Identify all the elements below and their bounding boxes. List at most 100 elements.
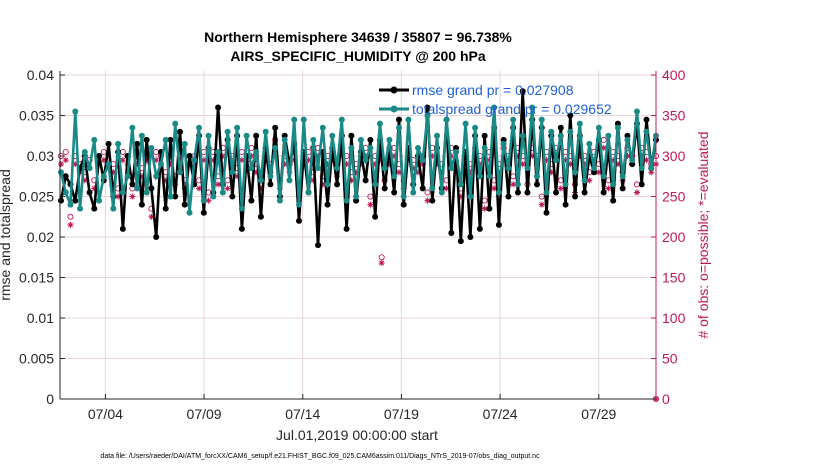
obs-evaluated-marker (219, 153, 226, 160)
totalspread-point (105, 161, 112, 168)
obs-evaluated-marker (391, 153, 398, 160)
obs-evaluated-marker (543, 157, 550, 164)
rmse-point (619, 185, 626, 192)
rmse-point (429, 197, 436, 204)
obs-evaluated-marker (281, 161, 288, 168)
rmse-point (248, 197, 255, 204)
obs-evaluated-marker (72, 161, 79, 168)
totalspread-point (533, 173, 540, 180)
totalspread-point (267, 173, 274, 180)
totalspread-point (119, 189, 126, 196)
obs-evaluated-marker (514, 153, 521, 160)
totalspread-point (614, 124, 621, 131)
rmse-point (105, 140, 112, 147)
totalspread-point (419, 157, 426, 164)
totalspread-point (381, 165, 388, 172)
totalspread-point (157, 161, 164, 168)
totalspread-point (338, 116, 345, 123)
totalspread-point (400, 193, 407, 200)
rmse-point (533, 181, 540, 188)
rmse-point (172, 193, 179, 200)
totalspread-point (315, 165, 322, 172)
obs-possible-marker (67, 213, 74, 220)
totalspread-point (196, 124, 203, 131)
legend-totalspread-marker (390, 105, 398, 113)
obs-evaluated-marker (557, 185, 564, 192)
rmse-point (167, 136, 174, 143)
totalspread-point (457, 181, 464, 188)
totalspread-point (595, 124, 602, 131)
totalspread-point (300, 116, 307, 123)
obs-evaluated-marker (395, 169, 402, 176)
totalspread-point (462, 120, 469, 127)
rmse-point (315, 242, 322, 249)
right-tick-label: 400 (662, 67, 686, 83)
obs-evaluated-marker (519, 161, 526, 168)
rmse-point (267, 181, 274, 188)
totalspread-point (553, 157, 560, 164)
rmse-point (543, 209, 550, 216)
totalspread-point (581, 177, 588, 184)
rmse-point (343, 225, 350, 232)
right-tick-label: 300 (662, 148, 686, 164)
legend: rmse grand pr = 0.027908 totalspread gra… (379, 82, 612, 117)
rmse-point (457, 238, 464, 245)
totalspread-point (162, 136, 169, 143)
rmse-point (381, 185, 388, 192)
totalspread-point (591, 165, 598, 172)
totalspread-point (343, 197, 350, 204)
obs-evaluated-marker (414, 169, 421, 176)
legend-rmse-label: rmse grand pr = 0.027908 (412, 82, 574, 98)
totalspread-point (538, 116, 545, 123)
obs-evaluated-marker (548, 169, 555, 176)
obs-evaluated-marker (310, 177, 317, 184)
obs-evaluated-marker (343, 161, 350, 168)
obs-evaluated-marker (257, 185, 264, 192)
totalspread-point (472, 124, 479, 131)
rmse-point (181, 201, 188, 208)
x-tick-label: 07/29 (581, 406, 616, 422)
obs-evaluated-marker (633, 189, 640, 196)
totalspread-point (200, 197, 207, 204)
x-tick-label: 07/14 (285, 406, 320, 422)
rmse-point (257, 213, 264, 220)
obs-evaluated-marker (167, 161, 174, 168)
totalspread-point (153, 173, 160, 180)
left-y-axis-label: rmse and totalspread (0, 169, 13, 301)
totalspread-point (505, 165, 512, 172)
left-tick-label: 0.03 (27, 148, 54, 164)
rmse-point (557, 124, 564, 131)
totalspread-point (562, 181, 569, 188)
rmse-point (295, 217, 302, 224)
obs-evaluated-marker (200, 157, 207, 164)
left-tick-label: 0.005 (19, 351, 54, 367)
rmse-point (324, 201, 331, 208)
obs-evaluated-marker (210, 157, 217, 164)
totalspread-point (291, 116, 298, 123)
rmse-point (86, 189, 93, 196)
left-tick-label: 0.035 (19, 108, 54, 124)
obs-evaluated-marker (624, 153, 631, 160)
rmse-point (362, 177, 369, 184)
totalspread-point (524, 165, 531, 172)
left-y-axis-ticks: 0 0.005 0.01 0.015 0.02 0.025 0.03 0.035 0.04 (19, 67, 65, 407)
obs-evaluated-marker (315, 153, 322, 160)
obs-evaluated-marker (100, 157, 107, 164)
left-tick-label: 0.025 (19, 189, 54, 205)
left-tick-label: 0 (46, 391, 54, 407)
totalspread-point (619, 173, 626, 180)
totalspread-point (372, 181, 379, 188)
totalspread-point (319, 124, 326, 131)
totalspread-point (205, 132, 212, 139)
totalspread-point (172, 120, 179, 127)
rmse-point (486, 205, 493, 212)
obs-evaluated-marker (648, 169, 655, 176)
rmse-point (495, 221, 502, 228)
totalspread-point (253, 148, 260, 155)
totalspread-point (434, 132, 441, 139)
obs-evaluated-marker (610, 157, 617, 164)
totalspread-point (234, 124, 241, 131)
obs-possible-marker (424, 189, 431, 196)
x-axis-ticks: 07/04 07/09 07/14 07/19 07/24 07/29 (88, 394, 616, 422)
obs-evaluated-marker (324, 161, 331, 168)
